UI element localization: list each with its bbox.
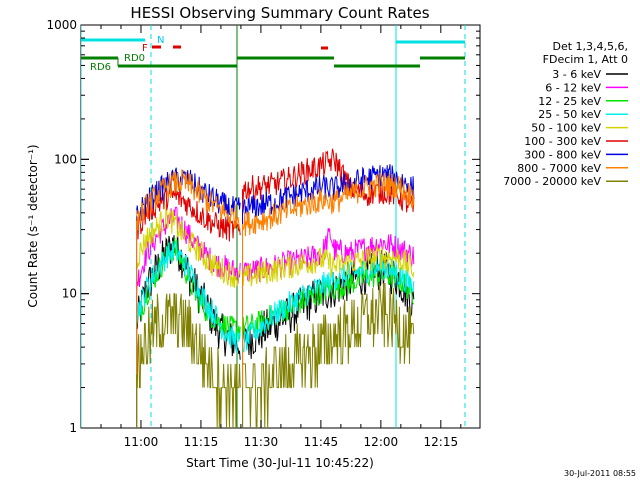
series-trace-7-seg-2 bbox=[242, 164, 415, 221]
rd0-label: RD0 bbox=[124, 53, 145, 64]
series-trace-6-seg-1 bbox=[136, 185, 241, 242]
plot-area bbox=[81, 25, 466, 428]
legend-label: 800 - 7000 keV bbox=[517, 162, 601, 175]
y-tick-label: 1 bbox=[69, 421, 77, 435]
y-axis: 1 10 100 1000 bbox=[46, 18, 480, 435]
y-axis-label: Count Rate (s⁻¹ detector⁻¹) bbox=[26, 144, 40, 307]
series-trace-6-seg-2 bbox=[242, 148, 415, 213]
series-trace-9-seg-1 bbox=[136, 293, 241, 428]
rd6-label: RD6 bbox=[90, 62, 111, 73]
legend-label: 3 - 6 keV bbox=[552, 68, 601, 81]
chart-title: HESSI Observing Summary Count Rates bbox=[130, 4, 429, 22]
x-axis-label: Start Time (30-Jul-11 10:45:22) bbox=[186, 456, 374, 470]
series-trace-4-seg-1 bbox=[136, 240, 241, 354]
x-tick-label: 12:00 bbox=[364, 435, 399, 449]
legend-title-2: FDecim 1, Att 0 bbox=[543, 53, 628, 66]
x-tick-label: 12:15 bbox=[424, 435, 459, 449]
legend-label: 100 - 300 keV bbox=[524, 135, 601, 148]
legend-label: 300 - 800 keV bbox=[524, 148, 601, 161]
series-trace-9-seg-2 bbox=[242, 282, 415, 428]
series-trace-5-seg-2 bbox=[242, 245, 415, 287]
x-tick-label: 11:45 bbox=[304, 435, 339, 449]
y-tick-label: 1000 bbox=[46, 18, 77, 32]
series-trace-5-seg-1 bbox=[136, 204, 241, 288]
timestamp: 30-Jul-2011 08:55 bbox=[564, 469, 636, 478]
flare-label: F bbox=[142, 43, 148, 54]
series-layer bbox=[136, 148, 415, 428]
series-trace-2-seg-2 bbox=[242, 227, 415, 283]
series-trace-8-seg-1 bbox=[136, 169, 241, 231]
y-tick-label: 10 bbox=[62, 287, 77, 301]
legend-label: 6 - 12 keV bbox=[545, 81, 601, 94]
night-label: N bbox=[157, 35, 164, 46]
x-axis: 11:00 11:15 11:30 11:45 12:00 12:15 bbox=[100, 25, 462, 449]
legend-label: 25 - 50 keV bbox=[538, 108, 601, 121]
legend-label: 12 - 25 keV bbox=[538, 95, 601, 108]
series-trace-4-seg-2 bbox=[242, 254, 415, 353]
legend-label: 7000 - 20000 keV bbox=[503, 175, 601, 188]
x-tick-label: 11:00 bbox=[124, 435, 159, 449]
series-trace-8-seg-2 bbox=[242, 172, 415, 237]
x-tick-label: 11:30 bbox=[244, 435, 279, 449]
x-tick-label: 11:15 bbox=[184, 435, 219, 449]
legend-title-1: Det 1,3,4,5,6, bbox=[552, 40, 628, 53]
legend-label: 50 - 100 keV bbox=[531, 122, 601, 135]
y-tick-label: 100 bbox=[54, 152, 77, 166]
legend: Det 1,3,4,5,6, FDecim 1, Att 0 3 - 6 keV… bbox=[503, 40, 628, 188]
